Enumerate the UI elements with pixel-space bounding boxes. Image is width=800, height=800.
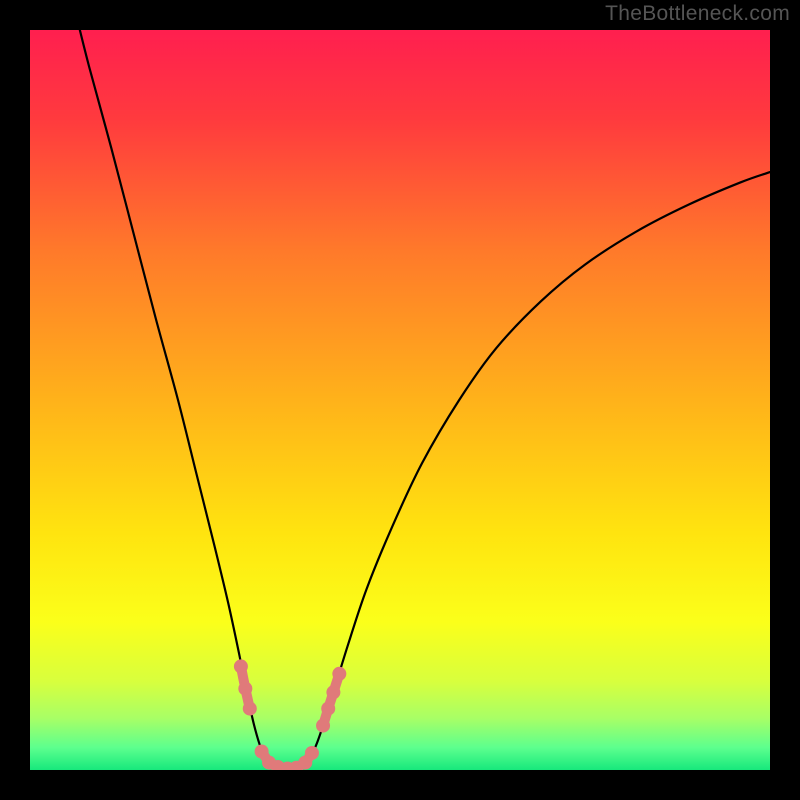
marker-dot <box>238 682 252 696</box>
marker-dot <box>316 719 330 733</box>
marker-dot <box>243 702 257 716</box>
watermark-text: TheBottleneck.com <box>605 2 790 26</box>
plot-area <box>30 30 770 770</box>
marker-dot <box>321 702 335 716</box>
marker-dot <box>332 667 346 681</box>
plot-curve-layer <box>30 30 770 770</box>
chart-frame: TheBottleneck.com <box>0 0 800 800</box>
marker-highlight-group <box>234 659 346 770</box>
bottleneck-curve <box>74 30 770 769</box>
marker-dot <box>305 746 319 760</box>
marker-segment-right <box>323 674 339 726</box>
marker-dot <box>326 685 340 699</box>
marker-dot <box>234 659 248 673</box>
